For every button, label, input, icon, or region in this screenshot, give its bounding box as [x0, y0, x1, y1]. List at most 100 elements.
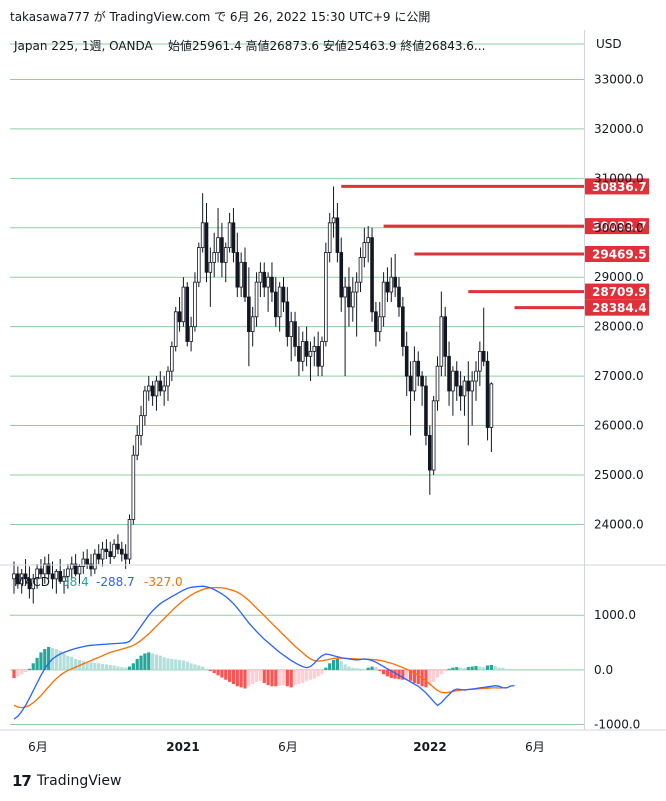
macd-histogram-bar — [428, 669, 432, 686]
macd-histogram-bar — [151, 653, 155, 670]
candle-up — [343, 286, 347, 298]
macd-histogram-bar — [177, 660, 182, 670]
candle-up — [81, 558, 86, 567]
tradingview-logo-icon: 17 — [12, 772, 32, 790]
macd-histogram-bar — [54, 649, 58, 670]
macd-histogram-bar — [16, 669, 20, 677]
macd-histogram-bar — [408, 669, 413, 681]
candle-down — [466, 380, 471, 392]
macd-histogram-bar — [482, 667, 486, 670]
candle-up — [93, 553, 97, 570]
macd-histogram-bar — [243, 669, 247, 689]
candle-down — [243, 261, 247, 298]
macd-histogram-bar — [366, 667, 370, 670]
macd-signal-line — [13, 586, 507, 709]
candle-up — [143, 390, 147, 417]
candle-down — [458, 385, 463, 397]
candle-down — [404, 346, 409, 377]
macd-histogram-bar — [120, 667, 124, 670]
candle-up — [200, 222, 205, 248]
candle-down — [370, 237, 374, 313]
candlestick-chart[interactable]: 30836.7 30033.7 29469.5 28709.9 28384.4 3300… — [0, 30, 666, 765]
candle-down — [385, 281, 390, 293]
macd-line-value: -288.7 — [96, 575, 135, 589]
y-tick-label: 33000.0 — [594, 72, 644, 86]
macd-histogram-bar — [220, 669, 224, 678]
macd-histogram-bar — [251, 669, 255, 685]
price-level-badge — [585, 283, 649, 300]
publish-info: takasawa777 が TradingView.com で 6月 26, 2… — [10, 10, 431, 24]
macd-histogram-bar — [154, 654, 159, 670]
candle-up — [289, 321, 293, 337]
macd-histogram-bar — [189, 663, 193, 670]
candle-down — [339, 252, 344, 298]
macd-histogram-bar — [116, 666, 120, 670]
macd-histogram-bar — [335, 658, 339, 670]
macd-histogram-bar — [474, 666, 478, 670]
candle-up — [324, 252, 328, 342]
y-tick-label: 24000.0 — [594, 517, 644, 531]
candle-up — [354, 281, 359, 293]
macd-histogram-bar — [266, 669, 270, 686]
candle-down — [297, 346, 301, 362]
macd-histogram-bar — [331, 660, 336, 670]
macd-histogram-bar — [258, 669, 262, 681]
candle-up — [43, 563, 47, 575]
macd-histogram-bar — [62, 653, 66, 670]
macd-histogram-bar — [212, 669, 216, 674]
candle-up — [35, 568, 39, 580]
candle-down — [116, 543, 120, 550]
candle-down — [231, 222, 236, 253]
macd-histogram-bar — [254, 669, 259, 682]
macd-histogram-bar — [324, 667, 328, 670]
macd-histogram-bar — [343, 664, 347, 670]
candle-down — [420, 375, 424, 387]
candle-up — [127, 519, 132, 560]
footer-brand[interactable]: 17 TradingView — [12, 772, 121, 790]
candle-down — [220, 237, 224, 263]
candle-down — [443, 316, 447, 357]
candle-down — [447, 355, 451, 392]
macd-histogram-bar — [497, 667, 501, 670]
macd-histogram-bar — [108, 664, 112, 670]
macd-histogram-bar — [112, 665, 116, 670]
macd-histogram-bar — [27, 668, 31, 670]
candle-up — [439, 316, 444, 367]
candle-up — [66, 568, 70, 577]
candle-down — [104, 548, 109, 553]
macd-histogram-bar — [443, 669, 447, 671]
candle-up — [250, 316, 255, 333]
price-level-label: 28709.9 — [592, 285, 647, 299]
macd-histogram-bar — [378, 669, 382, 671]
candle-up — [474, 370, 478, 382]
macd-histogram-bar — [31, 663, 35, 670]
macd-histogram-bar — [278, 669, 282, 686]
macd-histogram-bar — [262, 669, 266, 683]
candle-down — [335, 217, 340, 253]
candle-up — [470, 380, 474, 392]
macd-y-tick-label: 1000.0 — [594, 608, 636, 622]
macd-histogram-bar — [405, 669, 409, 680]
macd-histogram-bar — [459, 667, 463, 670]
macd-histogram-bar — [85, 661, 89, 670]
price-level-badge — [585, 218, 649, 235]
macd-histogram-bar — [347, 666, 351, 670]
candle-up — [166, 370, 170, 387]
y-tick-label: 32000.0 — [594, 122, 644, 136]
macd-histogram-bar — [20, 669, 24, 675]
candle-down — [270, 276, 274, 293]
candle-up — [69, 563, 74, 570]
macd-histogram-bar — [166, 658, 170, 670]
candle-up — [12, 573, 16, 580]
macd-histogram-bar — [358, 668, 363, 670]
candle-up — [189, 326, 193, 342]
macd-histogram-bar — [412, 669, 416, 683]
candle-down — [235, 252, 240, 288]
macd-histogram-bar — [181, 660, 185, 670]
y-tick-label: 28000.0 — [594, 320, 644, 334]
macd-histogram-bar — [127, 666, 132, 670]
candle-down — [485, 360, 490, 428]
candle-down — [247, 296, 251, 333]
macd-histogram-bar — [397, 669, 401, 680]
x-tick-label: 2022 — [413, 740, 446, 754]
